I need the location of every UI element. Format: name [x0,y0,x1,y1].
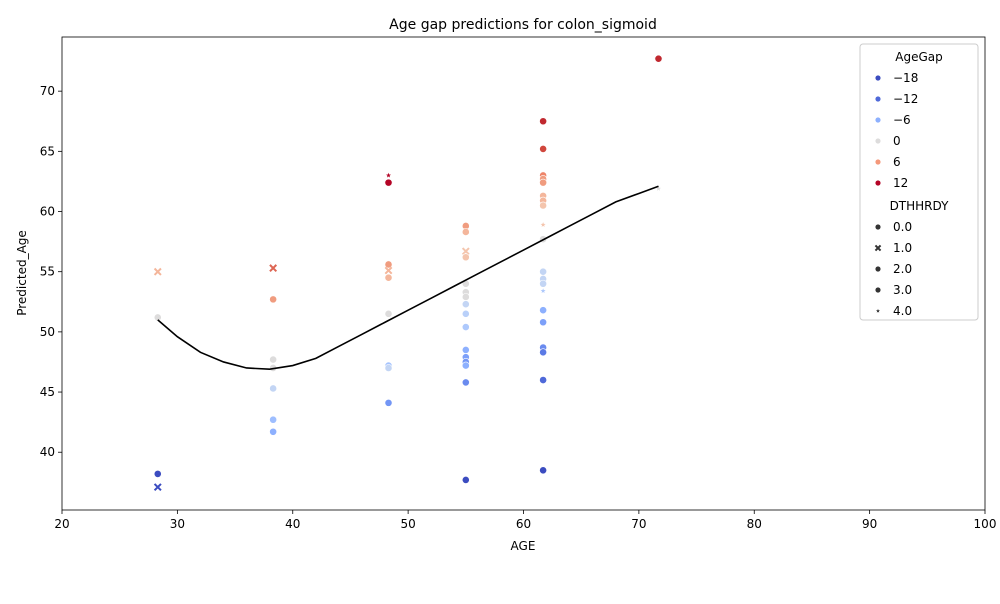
y-tick-label: 55 [40,265,55,279]
data-point [153,313,162,322]
data-point [539,466,548,475]
legend-entry-label: −6 [893,113,911,127]
y-tick-label: 45 [40,385,55,399]
legend-entry-label: 12 [893,176,908,190]
data-point [461,247,470,256]
legend-entry-label: 0 [893,134,901,148]
x-tick-label: 20 [54,517,69,531]
x-tick-label: 90 [862,517,877,531]
data-point [153,267,162,276]
x-tick-label: 80 [747,517,762,531]
data-point [461,346,470,354]
legend-marker [874,116,882,124]
data-point [539,178,548,187]
legend-hue-title: AgeGap [895,50,942,64]
data-point [461,253,470,262]
data-point [461,300,470,309]
chart-title: Age gap predictions for colon_sigmoid [389,17,657,33]
y-axis: 40 45 50 55 60 65 70 [40,84,62,459]
data-point [539,117,548,126]
data-point [269,355,278,364]
y-tick-label: 40 [40,445,55,459]
data-point [384,260,393,269]
data-point [461,378,470,387]
data-point [153,469,162,478]
data-point [539,267,548,276]
data-point [539,201,548,210]
data-point [384,178,393,187]
data-point [539,145,548,153]
legend-entry-label: −12 [893,92,918,106]
legend-entry-label: 3.0 [893,283,912,297]
data-point [269,264,278,272]
x-axis-label: AGE [511,539,536,553]
legend-entry-label: 0.0 [893,220,912,234]
data-point [539,348,548,357]
legend-marker [874,265,882,273]
data-point [461,361,470,370]
plot-area [61,36,986,511]
x-tick-label: 50 [400,517,415,531]
legend-entry-label: 6 [893,155,901,169]
data-point [461,476,470,484]
data-point [384,273,393,282]
x-tick-label: 60 [516,517,531,531]
legend-marker [874,244,882,252]
legend-marker [874,223,882,231]
legend-entry-label: 1.0 [893,241,912,255]
x-tick-label: 100 [974,517,997,531]
data-point [656,186,661,191]
x-axis: 20 30 40 50 60 70 80 90 100 [54,510,996,531]
legend-marker [874,137,882,145]
y-tick-label: 50 [40,325,55,339]
legend-marker [874,158,882,166]
y-tick-label: 65 [40,144,55,158]
x-tick-label: 70 [631,517,646,531]
data-point [539,318,548,327]
data-point [384,364,393,372]
data-point [384,266,393,275]
legend-marker [874,74,882,82]
x-tick-label: 30 [170,517,185,531]
legend-entry-label: 2.0 [893,262,912,276]
y-axis-label: Predicted_Age [15,230,29,316]
plot-frame [61,36,986,511]
data-point [540,288,546,294]
data-point [384,398,393,407]
data-point [540,222,546,227]
data-point [269,427,278,436]
legend-box [859,43,979,321]
legend: AgeGap −18 −12 −6 0 6 12 DTHHRDY 0.0 1.0 2.0 3.0 4.0 [859,43,979,321]
data-point [153,483,162,492]
data-point [386,172,391,178]
legend-marker [874,95,882,103]
data-point [269,384,278,393]
y-tick-label: 70 [40,84,55,98]
y-tick-label: 60 [40,205,55,219]
x-tick-label: 40 [285,517,300,531]
legend-entry-label: 4.0 [893,304,912,318]
trend-line [157,185,659,370]
data-point [269,295,278,304]
legend-marker [876,308,880,313]
data-point [461,228,470,236]
data-point [654,54,663,63]
data-point [539,376,548,384]
legend-style-title: DTHHRDY [890,199,950,213]
data-point [384,309,393,318]
data-point [539,279,548,288]
data-point [461,309,470,318]
data-point [461,323,470,331]
legend-entry-label: −18 [893,71,918,85]
data-point [461,293,470,301]
legend-marker [874,286,882,294]
data-point [539,306,548,315]
legend-marker [874,179,882,187]
data-point [269,415,278,424]
